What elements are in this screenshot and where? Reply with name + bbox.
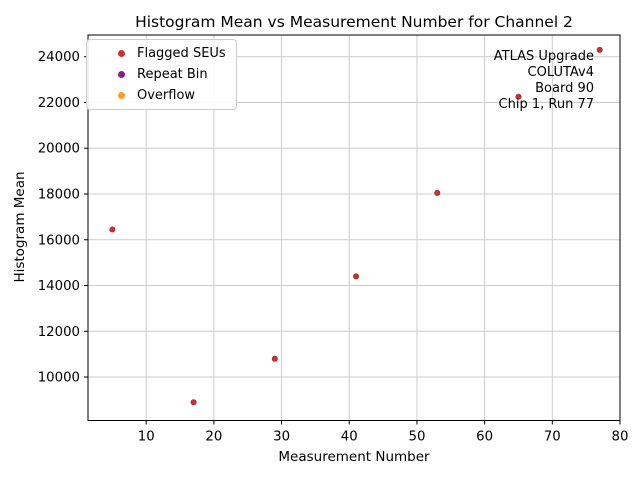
annotation-line: COLUTAv4 (527, 65, 594, 80)
y-tick-label: 20000 (38, 142, 80, 157)
annotation-line: Chip 1, Run 77 (498, 97, 594, 112)
data-point (353, 273, 360, 280)
legend-marker-dot (118, 71, 125, 78)
plot-border (87, 34, 621, 421)
x-tick-label: 70 (544, 430, 561, 445)
legend-row: Repeat Bin (87, 64, 236, 85)
legend-label: Overflow (137, 88, 196, 103)
legend-row: Flagged SEUs (87, 43, 236, 64)
x-tick-label: 30 (273, 430, 290, 445)
data-point (271, 355, 278, 362)
data-point (596, 46, 603, 53)
annotation-line: Board 90 (535, 81, 594, 96)
legend-label: Repeat Bin (137, 67, 208, 82)
x-tick-label: 10 (138, 430, 155, 445)
y-tick-label: 10000 (38, 371, 80, 386)
y-axis-label: Histogram Mean (12, 171, 28, 283)
x-tick-label: 20 (205, 430, 222, 445)
y-tick-label: 14000 (38, 279, 80, 294)
legend-row: Overflow (87, 85, 236, 106)
data-point (190, 399, 197, 406)
legend: Flagged SEUs Repeat Bin Overflow (86, 39, 237, 110)
data-point (109, 226, 116, 233)
y-tick-label: 18000 (38, 188, 80, 203)
y-tick-label: 24000 (38, 50, 80, 65)
legend-label: Flagged SEUs (137, 46, 226, 61)
x-tick-label: 80 (612, 430, 629, 445)
x-tick-label: 50 (408, 430, 425, 445)
legend-marker-dot (118, 50, 125, 57)
x-tick-label: 40 (341, 430, 358, 445)
y-tick-label: 22000 (38, 96, 80, 111)
x-axis-label: Measurement Number (278, 449, 430, 465)
y-tick-label: 12000 (38, 325, 80, 340)
y-tick-label: 16000 (38, 233, 80, 248)
annotation-line: ATLAS Upgrade (493, 49, 594, 64)
chart-title: Histogram Mean vs Measurement Number for… (135, 13, 573, 31)
annotation: ATLAS Upgrade COLUTAv4 Board 90 Chip 1, Run… (494, 49, 594, 113)
legend-marker-dot (118, 92, 125, 99)
data-point (515, 93, 522, 100)
x-tick-label: 60 (476, 430, 493, 445)
data-point (434, 189, 441, 196)
